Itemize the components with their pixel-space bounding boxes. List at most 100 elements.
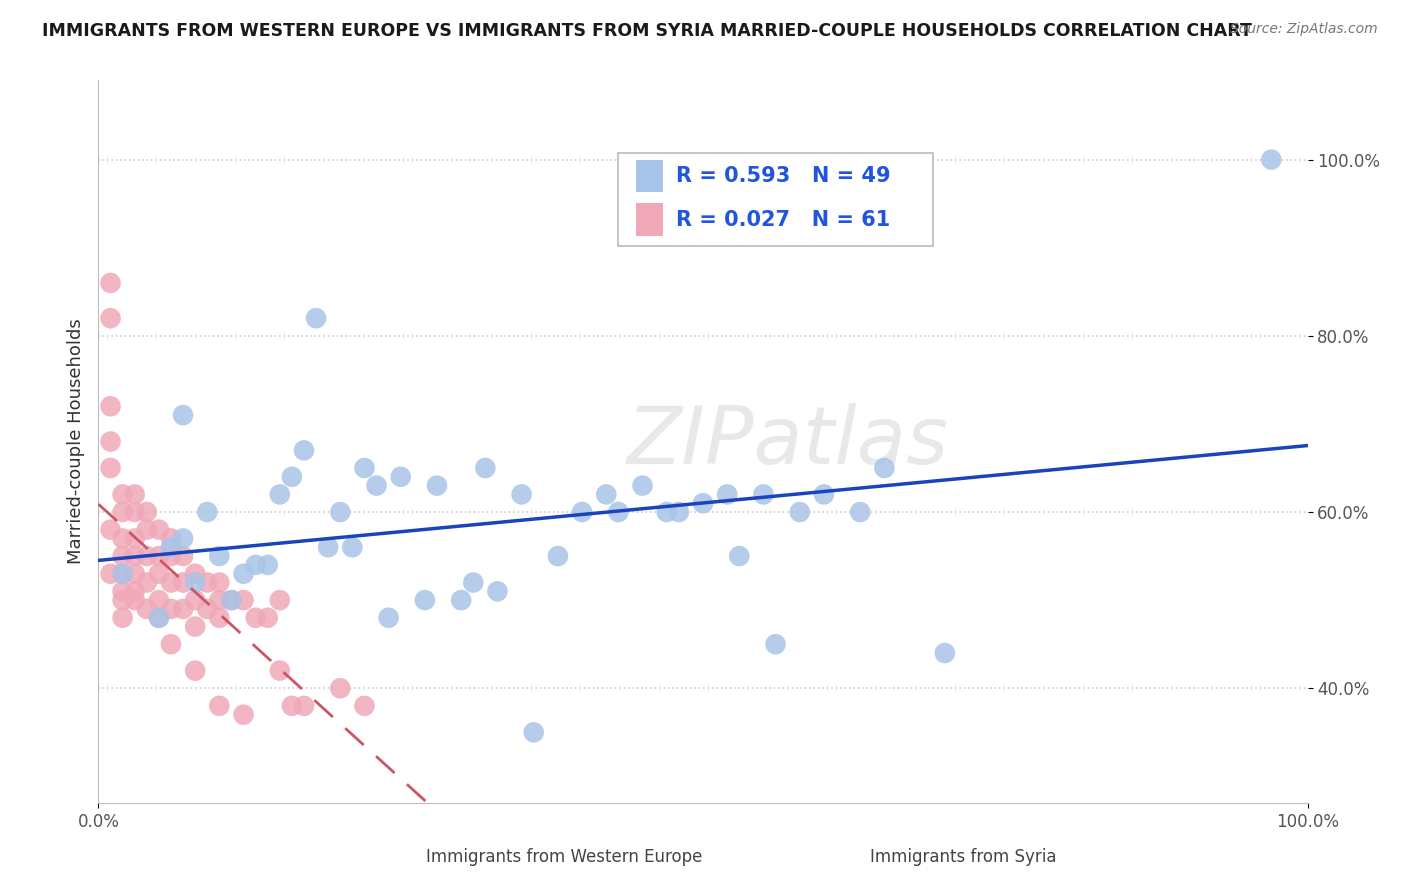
Point: [366, 478, 388, 492]
Point: [342, 541, 364, 555]
Point: [124, 549, 146, 563]
Point: [124, 584, 146, 599]
Point: [245, 558, 267, 572]
Point: [184, 619, 207, 633]
Point: [124, 593, 146, 607]
Point: [281, 698, 304, 713]
Point: [256, 558, 278, 572]
Point: [329, 505, 352, 519]
Point: [111, 505, 134, 519]
Point: [100, 311, 122, 326]
Point: [172, 575, 194, 590]
Point: [111, 584, 134, 599]
Point: [486, 584, 509, 599]
Point: [789, 505, 811, 519]
Point: [849, 505, 872, 519]
Text: IMMIGRANTS FROM WESTERN EUROPE VS IMMIGRANTS FROM SYRIA MARRIED-COUPLE HOUSEHOLD: IMMIGRANTS FROM WESTERN EUROPE VS IMMIGR…: [42, 22, 1253, 40]
Point: [100, 399, 122, 413]
Point: [232, 707, 254, 722]
Text: R = 0.593   N = 49: R = 0.593 N = 49: [676, 167, 891, 186]
Point: [100, 523, 122, 537]
Point: [474, 461, 496, 475]
Point: [269, 487, 291, 501]
Point: [353, 461, 375, 475]
Point: [728, 549, 751, 563]
Text: ZIPatlas: ZIPatlas: [627, 402, 949, 481]
Point: [245, 611, 267, 625]
Point: [1260, 153, 1282, 167]
Point: [100, 434, 122, 449]
Point: [100, 566, 122, 581]
Point: [510, 487, 533, 501]
Point: [148, 523, 170, 537]
Point: [111, 593, 134, 607]
Point: [208, 611, 231, 625]
Point: [160, 549, 183, 563]
Point: [160, 541, 183, 555]
Text: Source: ZipAtlas.com: Source: ZipAtlas.com: [1230, 22, 1378, 37]
Point: [269, 593, 291, 607]
Point: [195, 602, 218, 616]
Point: [172, 602, 194, 616]
Text: Immigrants from Syria: Immigrants from Syria: [870, 848, 1056, 866]
Point: [148, 593, 170, 607]
Point: [135, 505, 157, 519]
Point: [184, 566, 207, 581]
Point: [256, 611, 278, 625]
Y-axis label: Married-couple Households: Married-couple Households: [66, 318, 84, 565]
Point: [607, 505, 630, 519]
Point: [172, 549, 194, 563]
Point: [232, 593, 254, 607]
Point: [221, 593, 243, 607]
Point: [195, 505, 218, 519]
Point: [100, 276, 122, 290]
Point: [208, 549, 231, 563]
Point: [208, 698, 231, 713]
Point: [316, 541, 339, 555]
Point: [148, 549, 170, 563]
Point: [160, 602, 183, 616]
Point: [377, 611, 399, 625]
Point: [111, 532, 134, 546]
Point: [124, 566, 146, 581]
Point: [631, 478, 654, 492]
Point: [111, 566, 134, 581]
Point: [450, 593, 472, 607]
Point: [172, 408, 194, 422]
Point: [765, 637, 787, 651]
FancyBboxPatch shape: [619, 153, 932, 246]
Point: [571, 505, 593, 519]
Point: [426, 478, 449, 492]
Point: [463, 575, 485, 590]
Point: [692, 496, 714, 510]
Point: [184, 575, 207, 590]
Point: [232, 566, 254, 581]
Point: [292, 443, 315, 458]
Point: [160, 532, 183, 546]
Bar: [637, 203, 664, 235]
Point: [813, 487, 835, 501]
Point: [100, 461, 122, 475]
Point: [148, 611, 170, 625]
Point: [160, 637, 183, 651]
Point: [752, 487, 775, 501]
Point: [124, 532, 146, 546]
Point: [523, 725, 546, 739]
Point: [135, 523, 157, 537]
Point: [269, 664, 291, 678]
Point: [873, 461, 896, 475]
Point: [111, 566, 134, 581]
Point: [305, 311, 328, 326]
Point: [111, 487, 134, 501]
Point: [148, 566, 170, 581]
Point: [135, 602, 157, 616]
Point: [353, 698, 375, 713]
Point: [208, 593, 231, 607]
Point: [389, 470, 412, 484]
Point: [111, 611, 134, 625]
Point: [655, 505, 678, 519]
Point: [934, 646, 956, 660]
Point: [281, 470, 304, 484]
Point: [135, 549, 157, 563]
Point: [595, 487, 617, 501]
